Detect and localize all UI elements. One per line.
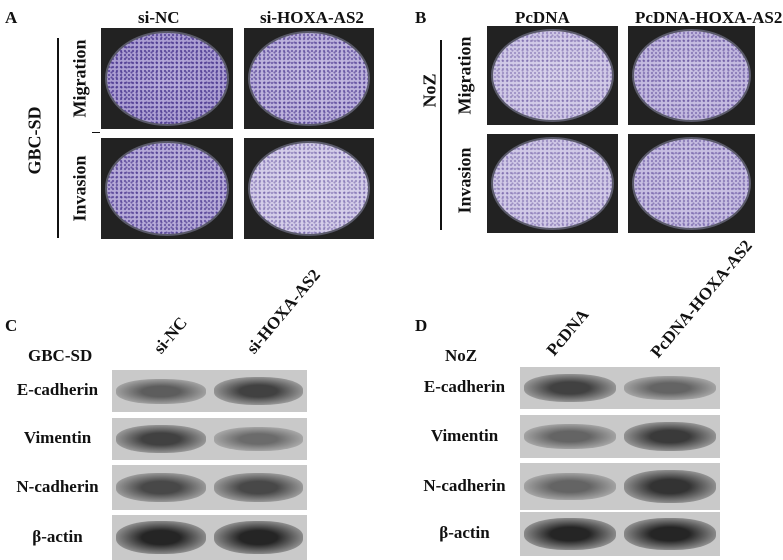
dish-image [244, 28, 374, 129]
panel-a-row-migration: Migration [69, 39, 90, 118]
protein-band [213, 473, 303, 503]
panel-b-row-invasion: Invasion [454, 147, 475, 214]
western-blot-strip [520, 415, 720, 458]
panel-b-row-migration: Migration [454, 36, 475, 115]
panel-b-col-1: PcDNA [515, 8, 570, 27]
panel-d-cell-line: NoZ [445, 346, 478, 365]
dish-image [244, 138, 374, 239]
western-blot-strip [520, 512, 720, 556]
panel-b-col-2: PcDNA-HOXA-AS2 [635, 8, 783, 27]
protein-label: Vimentin [23, 428, 92, 447]
protein-band [524, 518, 616, 551]
protein-label: N-cadherin [16, 476, 99, 496]
dish-image [628, 134, 755, 233]
protein-band [213, 521, 303, 555]
protein-band [624, 470, 716, 504]
protein-label: Vimentin [430, 425, 499, 445]
protein-band [524, 374, 616, 403]
panel-a-divider [92, 132, 100, 133]
panel-c-col-2: si-HOXA-AS2 [242, 265, 325, 358]
panel-b-cell-line: NoZ [419, 73, 440, 108]
protein-band [116, 378, 206, 404]
panel-a-row-invasion: Invasion [69, 155, 90, 222]
panel-a-letter: A [5, 8, 18, 27]
western-blot-strip [112, 370, 307, 412]
panel-d-col-1: PcDNA [542, 305, 593, 360]
protein-band [524, 473, 616, 501]
western-blot-strip [520, 367, 720, 409]
panel-a-cell-line: GBC-SD [24, 106, 45, 175]
protein-band [624, 518, 716, 551]
dish-image [101, 28, 233, 129]
protein-band [116, 521, 206, 555]
protein-band [624, 422, 716, 452]
panel-a-col-1: si-NC [138, 8, 180, 27]
protein-label: N-cadherin [423, 475, 506, 495]
panel-a-col-2: si-HOXA-AS2 [260, 8, 364, 27]
protein-label: β-actin [439, 523, 490, 542]
panel-a-bracket [57, 38, 59, 238]
dish-image [487, 134, 618, 233]
protein-band [524, 424, 616, 449]
protein-band [116, 473, 206, 503]
protein-band [624, 376, 716, 401]
western-blot-strip [520, 463, 720, 510]
dish-image [101, 138, 233, 239]
protein-label: E-cadherin [16, 380, 99, 399]
panel-b-bracket [440, 40, 442, 230]
protein-label: E-cadherin [423, 377, 506, 396]
western-blot-strip [112, 465, 307, 510]
protein-band [213, 377, 303, 406]
dish-image [628, 26, 755, 125]
western-blot-strip [112, 418, 307, 460]
western-blot-strip [112, 515, 307, 560]
panel-c-col-1: si-NC [149, 313, 191, 358]
panel-d-col-2: PcDNA-HOXA-AS2 [646, 236, 756, 362]
protein-band [213, 427, 303, 451]
protein-label: β-actin [32, 526, 83, 546]
dish-image [487, 26, 618, 125]
panel-d-letter: D [415, 316, 428, 335]
panel-c-cell-line: GBC-SD [28, 346, 93, 365]
protein-band [116, 425, 206, 454]
panel-c-letter: C [5, 316, 18, 335]
panel-b-letter: B [415, 8, 427, 27]
